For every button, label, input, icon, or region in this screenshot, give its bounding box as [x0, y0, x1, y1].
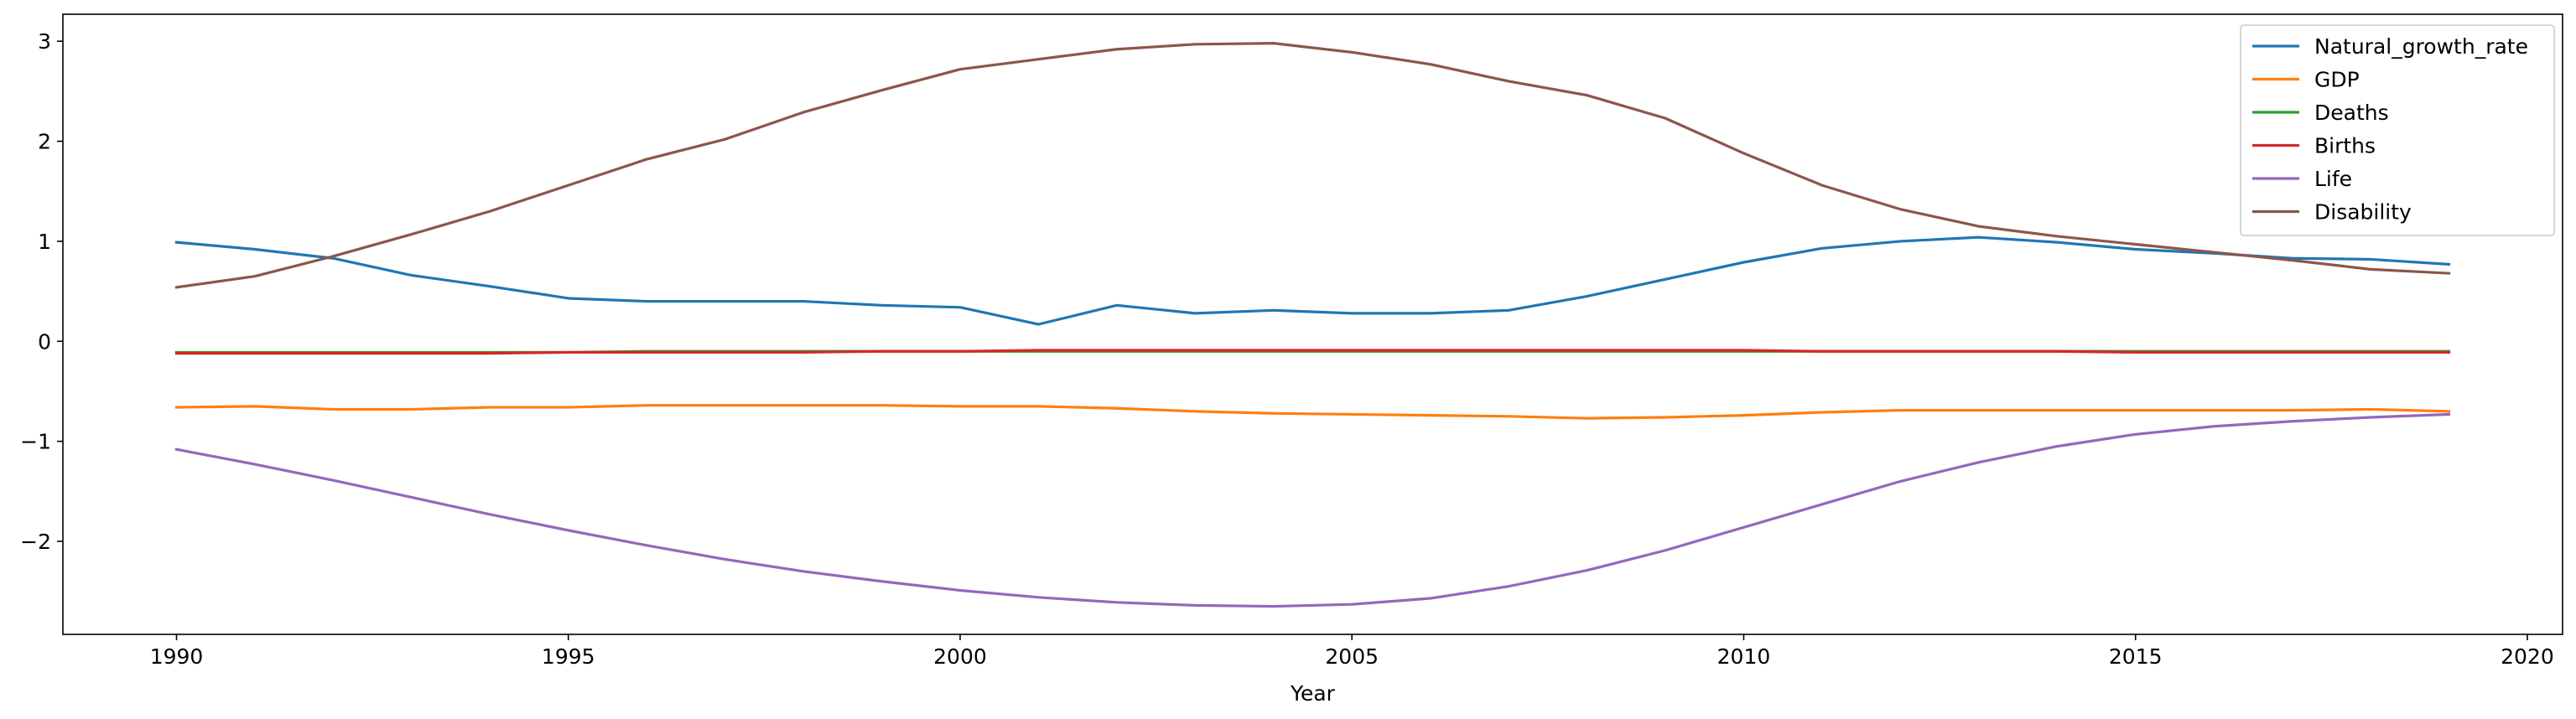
- x-tick-label: 2010: [1717, 644, 1771, 669]
- legend-label-deaths: Deaths: [2314, 101, 2389, 125]
- x-tick-label: 1995: [542, 644, 595, 669]
- y-tick-label: 0: [38, 329, 51, 354]
- series-line-births: [174, 349, 2451, 355]
- y-tick-label: −2: [20, 530, 51, 554]
- plot-background: [63, 14, 2563, 634]
- series-line-natural-growth-rate: [174, 235, 2451, 326]
- y-axis: −2 −1 0 1 2 3: [20, 29, 63, 554]
- x-tick-label: 1990: [150, 644, 204, 669]
- series-layer: [174, 42, 2451, 608]
- x-axis-title: Year: [1290, 681, 1336, 706]
- x-tick-label: 2000: [933, 644, 987, 669]
- y-tick-label: 1: [38, 230, 51, 254]
- y-tick-label: −1: [20, 430, 51, 454]
- legend-label-births: Births: [2314, 134, 2376, 158]
- legend-label-natural-growth-rate: Natural_growth_rate: [2314, 34, 2528, 59]
- series-line-gdp: [174, 404, 2451, 420]
- legend: Natural_growth_rate GDP Deaths Births Life Di…: [2240, 24, 2555, 236]
- series-line-life: [174, 412, 2451, 608]
- x-tick-label: 2005: [1325, 644, 1379, 669]
- series-line-disability: [174, 42, 2451, 289]
- y-tick-label: 3: [38, 29, 51, 54]
- x-tick-label: 2020: [2501, 644, 2554, 669]
- legend-label-life: Life: [2314, 167, 2352, 191]
- plot-frame: [62, 13, 2563, 635]
- legend-box: [2240, 24, 2555, 236]
- x-tick-label: 2015: [2109, 644, 2163, 669]
- y-tick-label: 2: [38, 130, 51, 154]
- legend-label-disability: Disability: [2314, 200, 2412, 225]
- x-axis: 1990 1995 2000 2005 2010 2015 2020: [150, 634, 2554, 669]
- legend-label-gdp: GDP: [2314, 68, 2360, 92]
